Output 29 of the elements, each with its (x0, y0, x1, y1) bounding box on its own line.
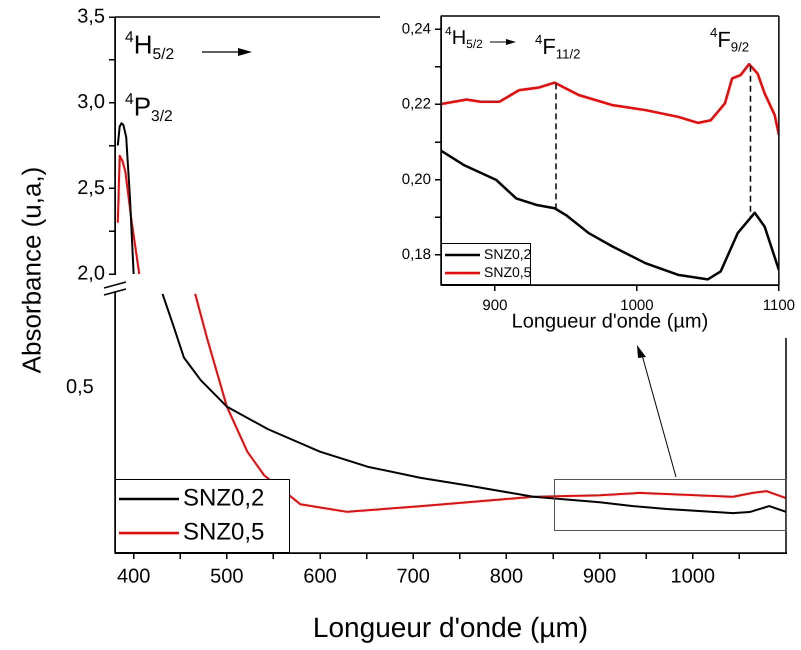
y-tick-label: 3,0 (77, 91, 105, 114)
x-tick-label: 800 (490, 566, 524, 588)
x-tick-label: 1100 (762, 297, 796, 314)
y-tick-label: 0,20 (402, 170, 431, 188)
legend-label: SNZ0,2 (183, 484, 264, 512)
annotation: $^{4}$F$_{11/2}$ (535, 32, 580, 62)
legend-label: SNZ0,2 (484, 246, 532, 262)
annotation: $^{4}$F$_{9/2}$ (710, 25, 750, 54)
text: 0,5 (66, 376, 94, 398)
annotation: $^{4}$H$_{5/2}$ (125, 29, 174, 64)
x-axis-title: Longueur d'onde (µm) (312, 612, 588, 643)
x-tick-label: 400 (116, 566, 150, 588)
y-tick-label: 3,5 (77, 6, 105, 28)
y-tick-label: 2,5 (77, 176, 105, 199)
legend-label: SNZ0,5 (183, 518, 264, 546)
y-tick-label: 0,22 (402, 96, 431, 113)
legend-label: SNZ0,5 (484, 264, 532, 280)
y-tick-label: 0,24 (402, 20, 431, 38)
annotation: $^{4}$P$_{3/2}$ (125, 91, 173, 126)
x-tick-label: 1000 (670, 566, 716, 588)
annotation: $^{4}$H$_{5/2}$ (445, 24, 483, 52)
y-tick-label: 2,0 (77, 262, 105, 285)
x-tick-label: 500 (210, 566, 244, 588)
y-tick-label: 0,18 (402, 246, 431, 264)
x-tick-label: 900 (582, 566, 616, 588)
y-axis-title: Absorbance (u,a,) (16, 166, 48, 374)
x-tick-label: 600 (303, 566, 337, 588)
x-tick-label: 700 (396, 566, 430, 588)
x-tick-label: 900 (482, 297, 508, 314)
